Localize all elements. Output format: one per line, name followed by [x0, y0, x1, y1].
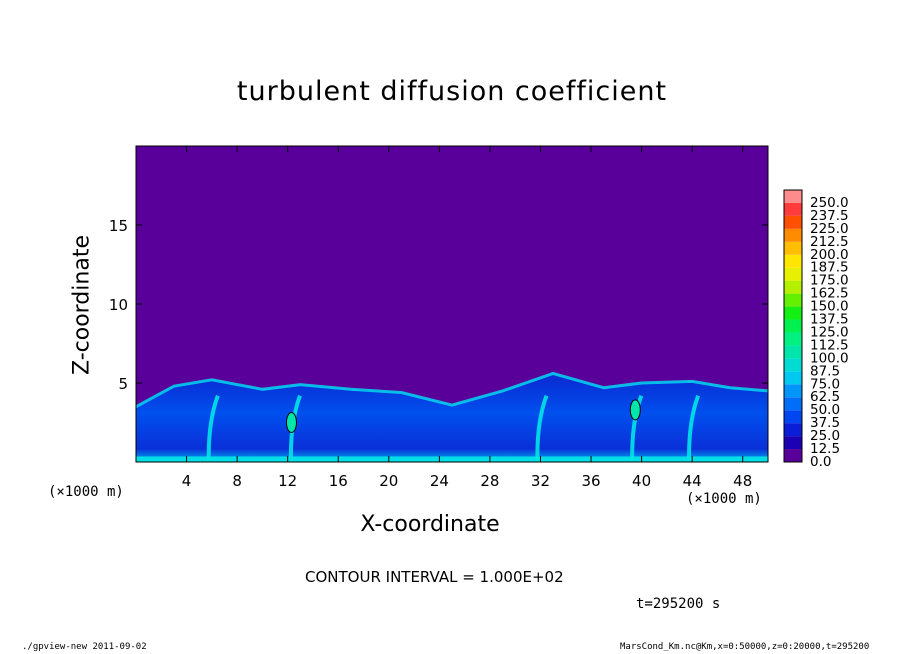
x-tick-label: 28: [480, 472, 499, 490]
colorbar-label: 150.0: [810, 299, 849, 315]
y-axis-label: Z-coordinate: [69, 235, 95, 375]
x-tick-label: 32: [531, 472, 550, 490]
colorbar-label: 187.5: [810, 260, 849, 276]
colorbar-label: 162.5: [810, 286, 849, 302]
colorbar-label: 225.0: [810, 221, 849, 237]
x-tick-label: 44: [683, 472, 702, 490]
y-tick-label: 15: [109, 217, 128, 235]
x-tick-label: 24: [430, 472, 449, 490]
colorbar-swatch: [784, 449, 802, 462]
colorbar-swatch: [784, 319, 802, 333]
y-axis-unit: (×1000 m): [48, 484, 124, 500]
colorbar-swatch: [784, 410, 802, 424]
colorbar-swatch: [784, 190, 802, 203]
y-tick-label: 5: [118, 375, 128, 393]
contour-interval: CONTOUR INTERVAL = 1.000E+02: [305, 568, 564, 586]
colorbar-swatch: [784, 423, 802, 437]
colorbar-swatch: [784, 254, 802, 268]
colorbar-label: 100.0: [810, 350, 849, 366]
colorbar-label: 25.0: [810, 428, 840, 444]
footer-source: MarsCond_Km.nc@Km,x=0:50000,z=0:20000,t=…: [620, 642, 870, 652]
y-axis: 5 10 15: [109, 217, 768, 393]
plume: [535, 394, 549, 462]
x-tick-label: 12: [278, 472, 297, 490]
colorbar-label: 200.0: [810, 247, 849, 263]
colorbar-swatch: [784, 306, 802, 320]
colorbar-swatch: [784, 384, 802, 398]
colorbar-label: 62.5: [810, 389, 840, 405]
x-tick-label: 16: [329, 472, 348, 490]
contour-100: [629, 399, 641, 421]
footer-program: ./gpview-new 2011-09-02: [22, 642, 147, 652]
x-tick-label: 48: [733, 472, 752, 490]
colorbar-swatch: [784, 397, 802, 411]
colorbar-swatch: [784, 215, 802, 229]
colorbar-label: 125.0: [810, 324, 849, 340]
colorbar-swatch: [784, 345, 802, 359]
colorbar-label: 37.5: [810, 415, 840, 431]
plume: [206, 394, 220, 462]
colorbar-swatch: [784, 358, 802, 372]
x-tick-label: 36: [581, 472, 600, 490]
boundary-layer-edge: [136, 371, 768, 409]
colorbar-frame: [783, 189, 803, 463]
colorbar-label: 212.5: [810, 234, 849, 250]
plume: [687, 394, 701, 462]
colorbar: 0.012.525.037.550.062.575.087.5100.0112.…: [783, 189, 849, 470]
colorbar-label: 237.5: [810, 208, 849, 224]
colorbar-swatch: [784, 280, 802, 294]
colorbar-label: 175.0: [810, 273, 849, 289]
colorbar-label: 75.0: [810, 376, 840, 392]
colorbar-swatch: [784, 371, 802, 385]
colorbar-label: 12.5: [810, 441, 840, 457]
x-axis-unit: (×1000 m): [686, 491, 762, 507]
colorbar-label: 87.5: [810, 363, 840, 379]
x-tick-label: 40: [632, 472, 651, 490]
x-tick-label: 4: [182, 472, 192, 490]
plume: [630, 394, 644, 462]
colorbar-swatch: [784, 202, 802, 216]
colorbar-swatch: [784, 436, 802, 450]
colorbar-label: 50.0: [810, 402, 840, 418]
diffusion-field: [136, 371, 768, 462]
colorbar-swatch: [784, 332, 802, 346]
surface-layer: [136, 456, 768, 462]
x-tick-label: 8: [232, 472, 242, 490]
x-tick-label: 20: [379, 472, 398, 490]
colorbar-swatch: [784, 293, 802, 307]
contour-100: [285, 412, 297, 433]
colorbar-label: 137.5: [810, 312, 849, 328]
colorbar-swatch: [784, 228, 802, 242]
y-tick-label: 10: [109, 296, 128, 314]
chart-title: turbulent diffusion coefficient: [236, 76, 668, 107]
colorbar-swatch: [784, 241, 802, 255]
boundary-layer: [136, 373, 768, 462]
colorbar-label: 112.5: [810, 337, 849, 353]
time-label: t=295200 s: [636, 596, 721, 612]
x-axis: 4 8 12 16 20 24 28 32 36 40 44 48: [182, 146, 752, 490]
colorbar-swatch: [784, 267, 802, 281]
colorbar-label: 0.0: [810, 454, 831, 470]
colorbar-label: 250.0: [810, 195, 849, 211]
x-axis-label: X-coordinate: [360, 512, 500, 537]
